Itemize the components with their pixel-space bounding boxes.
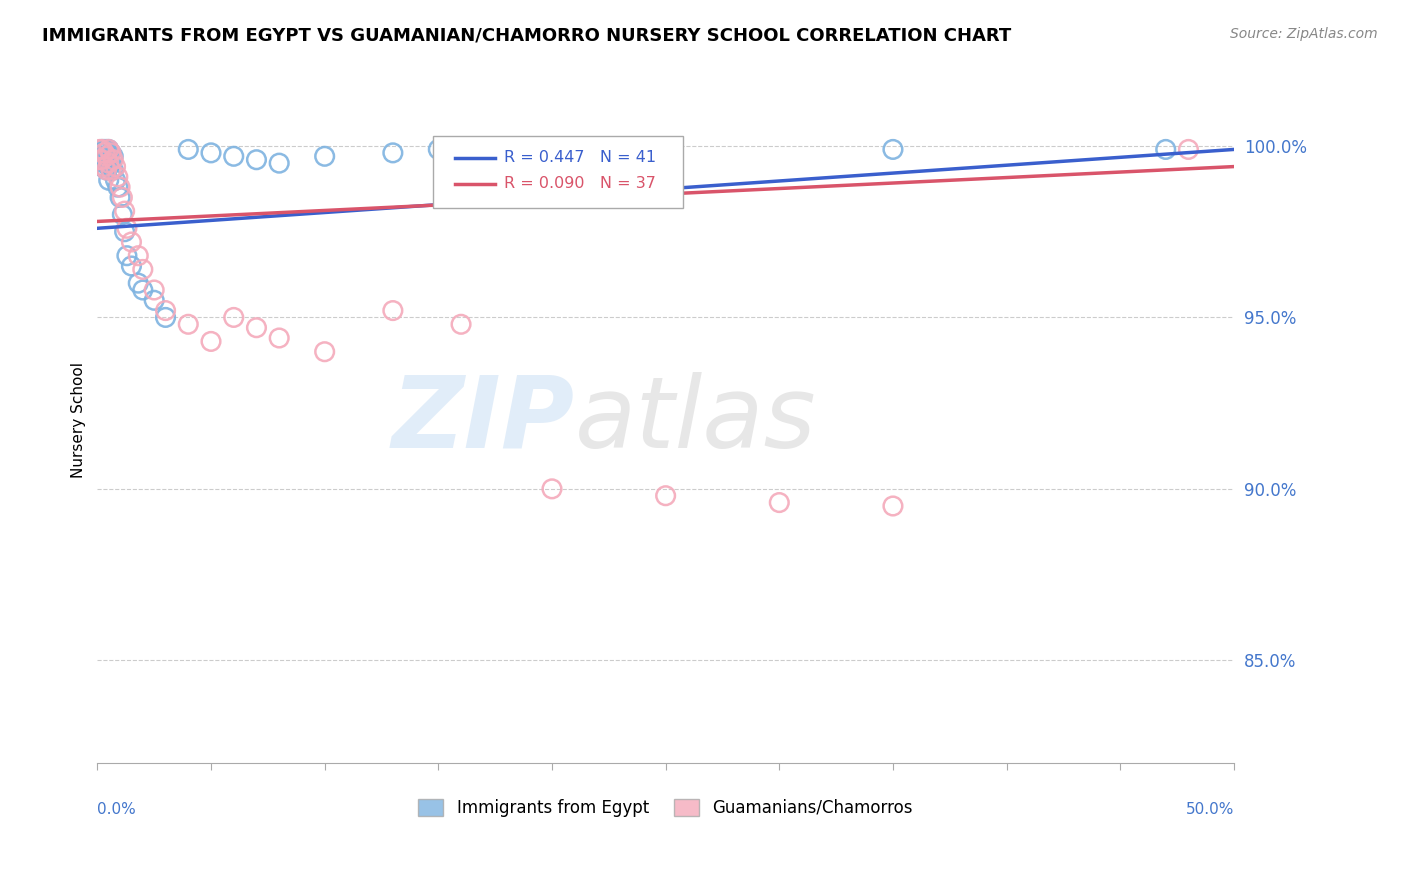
Point: [245, 320, 267, 334]
Point: [427, 143, 450, 157]
Point: [97, 173, 120, 187]
Point: [314, 149, 336, 163]
Point: [90, 149, 112, 163]
Point: [155, 310, 177, 325]
Point: [89, 145, 111, 160]
Point: [97, 160, 120, 174]
Point: [381, 145, 404, 160]
Text: Source: ZipAtlas.com: Source: ZipAtlas.com: [1230, 27, 1378, 41]
Point: [89, 153, 111, 167]
Point: [245, 153, 267, 167]
Point: [115, 249, 138, 263]
Point: [132, 283, 155, 297]
Point: [269, 331, 291, 345]
Point: [96, 153, 118, 167]
Point: [93, 143, 115, 157]
Text: ZIP: ZIP: [392, 372, 575, 469]
Point: [107, 180, 129, 194]
Text: atlas: atlas: [575, 372, 817, 469]
Point: [381, 303, 404, 318]
Point: [93, 145, 115, 160]
Point: [104, 160, 127, 174]
Point: [114, 225, 136, 239]
Point: [96, 163, 118, 178]
Point: [450, 318, 472, 332]
Point: [654, 489, 676, 503]
Point: [93, 149, 115, 163]
Point: [107, 169, 129, 184]
Point: [120, 235, 142, 249]
Point: [96, 163, 118, 178]
Point: [120, 259, 142, 273]
Point: [541, 482, 564, 496]
Point: [111, 208, 134, 222]
Text: 0.0%: 0.0%: [97, 802, 136, 817]
Point: [1154, 143, 1177, 157]
Text: 50.0%: 50.0%: [1185, 802, 1234, 817]
Point: [314, 344, 336, 359]
Point: [100, 145, 122, 160]
Y-axis label: Nursery School: Nursery School: [72, 362, 86, 478]
Point: [90, 160, 112, 174]
Point: [143, 293, 166, 308]
Point: [103, 149, 125, 163]
Text: R = 0.447   N = 41: R = 0.447 N = 41: [505, 150, 657, 165]
Point: [103, 163, 125, 178]
Point: [93, 160, 115, 174]
Point: [111, 190, 134, 204]
Legend: Immigrants from Egypt, Guamanians/Chamorros: Immigrants from Egypt, Guamanians/Chamor…: [412, 792, 920, 823]
Point: [90, 153, 112, 167]
Point: [114, 204, 136, 219]
Point: [90, 143, 112, 157]
Point: [200, 145, 222, 160]
Point: [104, 173, 127, 187]
Point: [108, 190, 131, 204]
Point: [768, 495, 790, 509]
Point: [127, 249, 149, 263]
Point: [200, 334, 222, 349]
Point: [177, 143, 200, 157]
Point: [93, 156, 115, 170]
Point: [90, 143, 112, 157]
Point: [127, 276, 149, 290]
Point: [97, 149, 120, 163]
Text: R = 0.090   N = 37: R = 0.090 N = 37: [505, 177, 657, 191]
Point: [89, 143, 111, 157]
Point: [155, 303, 177, 318]
Point: [103, 153, 125, 167]
Point: [1177, 143, 1199, 157]
Point: [222, 310, 245, 325]
Text: IMMIGRANTS FROM EGYPT VS GUAMANIAN/CHAMORRO NURSERY SCHOOL CORRELATION CHART: IMMIGRANTS FROM EGYPT VS GUAMANIAN/CHAMO…: [42, 27, 1011, 45]
Point: [882, 499, 904, 513]
Point: [96, 149, 118, 163]
FancyBboxPatch shape: [433, 136, 683, 208]
Point: [96, 143, 118, 157]
Point: [882, 143, 904, 157]
Point: [269, 156, 291, 170]
Point: [97, 143, 120, 157]
Point: [100, 163, 122, 178]
Point: [132, 262, 155, 277]
Point: [177, 318, 200, 332]
Point: [97, 156, 120, 170]
Point: [89, 153, 111, 167]
Point: [97, 143, 120, 157]
Point: [495, 145, 517, 160]
Point: [222, 149, 245, 163]
Point: [100, 145, 122, 160]
Point: [108, 180, 131, 194]
Point: [143, 283, 166, 297]
Point: [100, 156, 122, 170]
Point: [115, 221, 138, 235]
